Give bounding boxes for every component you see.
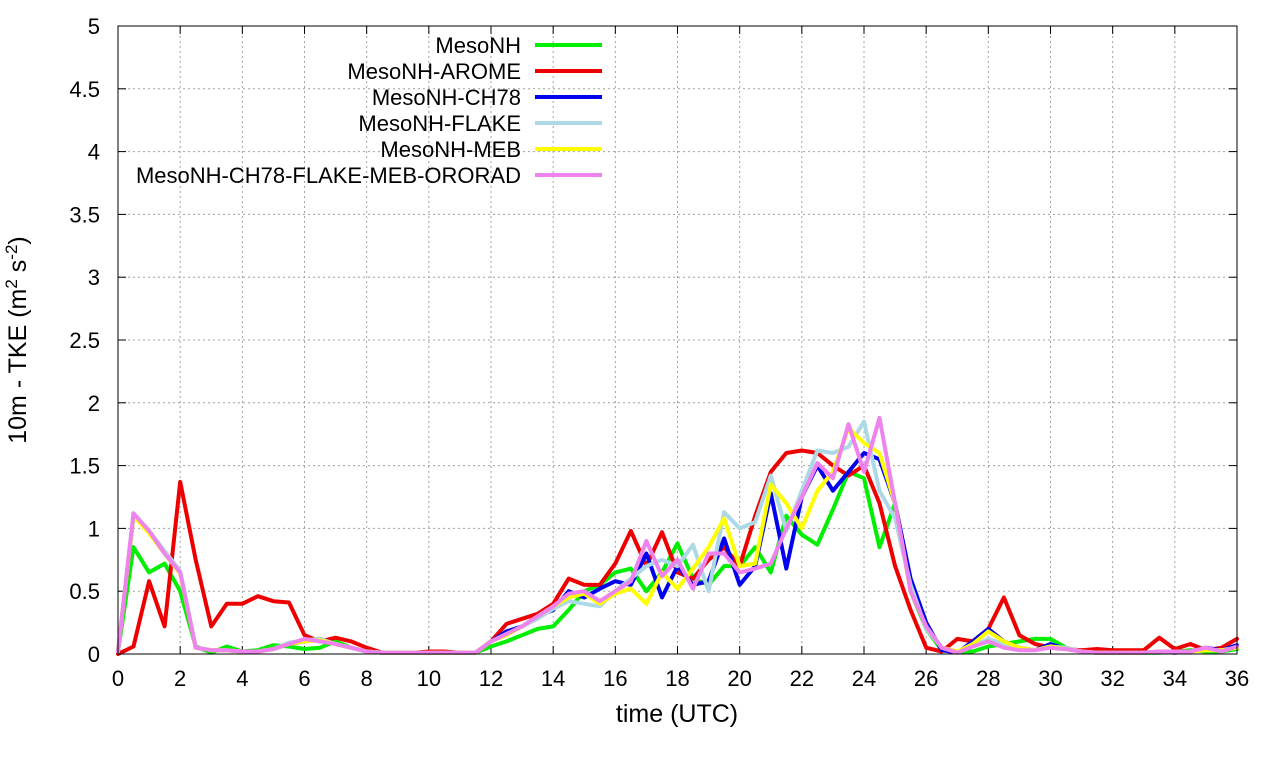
x-tick-label: 2 xyxy=(174,666,186,691)
legend-item: MesoNH xyxy=(435,33,602,58)
legend-label: MesoNH-CH78 xyxy=(372,85,521,110)
x-tick-label: 18 xyxy=(665,666,689,691)
x-tick-label: 14 xyxy=(541,666,565,691)
x-tick-label: 22 xyxy=(790,666,814,691)
y-tick-label: 4 xyxy=(88,140,100,165)
legend-item: MesoNH-CH78-FLAKE-MEB-ORORAD xyxy=(136,163,602,188)
y-tick-label: 2 xyxy=(88,391,100,416)
y-tick-label: 3 xyxy=(88,265,100,290)
x-tick-label: 28 xyxy=(976,666,1000,691)
x-axis-title: time (UTC) xyxy=(616,700,738,728)
y-tick-label: 3.5 xyxy=(69,202,100,227)
y-axis-title-main: 10m - TKE (m xyxy=(4,289,32,444)
x-tick-label: 10 xyxy=(417,666,441,691)
x-tick-label: 30 xyxy=(1038,666,1062,691)
x-tick-label: 0 xyxy=(112,666,124,691)
legend-label: MesoNH-FLAKE xyxy=(358,111,521,136)
plot-frame xyxy=(117,25,1238,655)
x-tick-label: 6 xyxy=(298,666,310,691)
legend-item: MesoNH-MEB xyxy=(380,137,602,162)
legend-label: MesoNH-MEB xyxy=(380,137,521,162)
x-tick-label: 4 xyxy=(236,666,248,691)
x-tick-label: 36 xyxy=(1225,666,1249,691)
legend-label: MesoNH-CH78-FLAKE-MEB-ORORAD xyxy=(136,163,521,188)
legend-item: MesoNH-CH78 xyxy=(372,85,602,110)
y-tick-label: 2.5 xyxy=(69,328,100,353)
x-tick-label: 26 xyxy=(914,666,938,691)
x-tick-label: 8 xyxy=(361,666,373,691)
legend: MesoNHMesoNH-AROMEMesoNH-CH78MesoNH-FLAK… xyxy=(136,33,602,188)
x-tick-label: 32 xyxy=(1100,666,1124,691)
y-tick-label: 0 xyxy=(88,642,100,667)
x-tick-label: 34 xyxy=(1163,666,1187,691)
y-axis-title-mid: s xyxy=(4,260,32,279)
y-tick-label: 0.5 xyxy=(69,579,100,604)
legend-label: MesoNH xyxy=(435,33,521,58)
series-line-6 xyxy=(116,415,1239,655)
legend-item: MesoNH-AROME xyxy=(347,59,602,84)
x-tick-label: 24 xyxy=(852,666,876,691)
y-tick-label: 5 xyxy=(88,14,100,39)
y-axis-title-end: ) xyxy=(4,236,32,244)
y-axis-title-sup1: 2 xyxy=(2,279,21,288)
x-tick-labels: 0 2 4 6 8 10 12 14 16 18 20 22 24 26 28 30 32 34 36 xyxy=(112,666,1249,691)
grid-lines xyxy=(118,26,1237,654)
legend-item: MesoNH-FLAKE xyxy=(358,111,602,136)
x-tick-label: 20 xyxy=(727,666,751,691)
x-tick-label: 12 xyxy=(479,666,503,691)
x-tick-label: 16 xyxy=(603,666,627,691)
y-axis-title-sup2: -2 xyxy=(2,245,21,260)
y-tick-labels: 0 0.5 1 1.5 2 2.5 3 3.5 4 4.5 5 xyxy=(69,14,100,667)
y-tick-label: 1.5 xyxy=(69,454,100,479)
y-tick-label: 4.5 xyxy=(69,77,100,102)
legend-label: MesoNH-AROME xyxy=(347,59,521,84)
data-series xyxy=(116,415,1239,656)
series-line-1 xyxy=(116,469,1239,655)
y-axis-title: 10m - TKE (m2 s-2) xyxy=(2,236,32,444)
y-tick-label: 1 xyxy=(88,516,100,541)
